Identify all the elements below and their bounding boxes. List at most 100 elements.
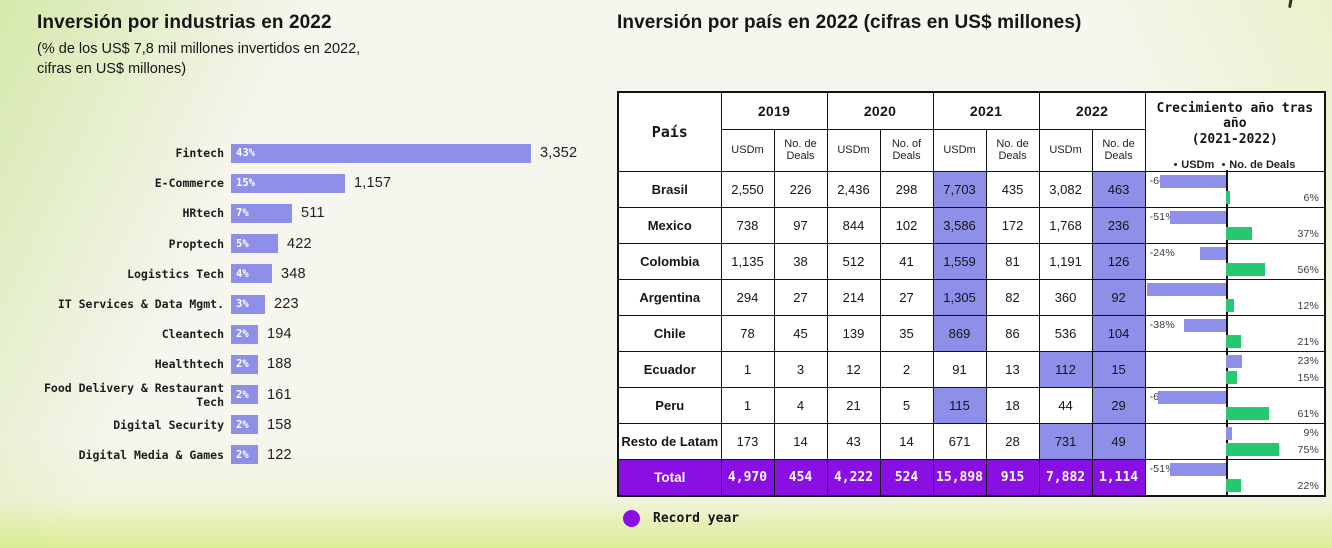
bar-row: E-Commerce 15% 1,157 (19, 168, 599, 198)
table-head: País 2019 2020 2021 2022 Crecimiento año tras… (617, 91, 1326, 173)
bar-category-label: IT Services & Data Mgmt. (57, 297, 224, 312)
growth-cell: -72%12% (1144, 278, 1326, 317)
col-subheader: No. de Deals (985, 128, 1040, 173)
growth-axis-line (1225, 386, 1228, 425)
value-cell: 14 (773, 423, 828, 460)
usdm-growth-bar (1146, 283, 1226, 296)
growth-column-header: Crecimiento año tras año (2021-2022) USDm N… (1144, 91, 1326, 172)
usdm-growth-bar (1225, 427, 1232, 440)
bar-row: HRtech 7% 511 (19, 198, 599, 228)
total-value-cell: 524 (879, 459, 934, 497)
growth-legend: USDm No. de Deals (1146, 159, 1325, 171)
table-row: Ecuador 1 3 12 2 91 13 112 15 23% 15% (617, 350, 1326, 389)
usdm-growth-label: 9% (1303, 427, 1320, 439)
bar-value-label: 158 (267, 416, 292, 433)
record-year-label: Record year (653, 511, 740, 526)
value-cell-record: 112 (1038, 351, 1093, 388)
total-value-cell: 4,222 (826, 459, 881, 497)
bar-percent-label: 2% (236, 448, 249, 461)
value-cell-record: 15 (1091, 351, 1146, 388)
bar: 15% (231, 173, 345, 193)
value-cell: 844 (826, 207, 881, 244)
growth-axis-line (1225, 314, 1228, 353)
table-row: Resto de Latam 173 14 43 14 671 28 731 49 9% 75% (617, 422, 1326, 461)
value-cell-record: 236 (1091, 207, 1146, 244)
bar-row: Logistics Tech 4% 348 (19, 259, 599, 289)
total-value-cell: 15,898 (932, 459, 987, 497)
bar-percent-label: 7% (236, 207, 249, 220)
value-cell: 14 (879, 423, 934, 460)
industry-bar-chart: Fintech 43% 3,352 E-Commerce 15% 1,157 HRtech 7… (19, 138, 599, 470)
country-cell: Chile (617, 315, 722, 352)
country-cell: Mexico (617, 207, 722, 244)
value-cell: 38 (773, 243, 828, 280)
legend-dot-icon (1174, 163, 1178, 166)
value-cell: 226 (773, 171, 828, 208)
usdm-growth-bar (1157, 391, 1226, 404)
industry-chart-section: Inversión por industrias en 2022 (% de l… (19, 12, 599, 465)
col-subheader: USDm (720, 128, 775, 173)
col-subheader: USDm (932, 128, 987, 173)
bar-percent-label: 43% (236, 147, 255, 160)
bar-percent-label: 2% (236, 358, 249, 371)
growth-cell: -51% 37% (1144, 206, 1326, 245)
country-cell: Peru (617, 387, 722, 424)
value-cell: 1,135 (720, 243, 775, 280)
value-cell-record: 463 (1091, 171, 1146, 208)
bar-category-label: Healthtech (154, 357, 224, 372)
bar-value-label: 348 (281, 265, 306, 282)
bar: 3% (231, 294, 265, 314)
growth-axis-line (1225, 242, 1228, 281)
usdm-growth-label: -51% (1149, 463, 1175, 475)
value-cell-record: 3,586 (932, 207, 987, 244)
value-cell-record: 29 (1091, 387, 1146, 424)
bar-category-label: E-Commerce (154, 176, 224, 191)
growth-cell: -51% 22% (1144, 458, 1326, 497)
usdm-growth-bar (1225, 355, 1242, 368)
deals-growth-label: 15% (1297, 372, 1320, 384)
growth-axis-line (1225, 278, 1228, 317)
record-year-legend: Record year (623, 510, 1332, 527)
deals-growth-label: 37% (1297, 228, 1320, 240)
table-body: Brasil2,5502262,4362987,7034353,082463-6… (617, 170, 1326, 497)
growth-cell-wrap: 23% 15% (1146, 350, 1325, 389)
value-cell: 18 (985, 387, 1040, 424)
country-table-title: Inversión por país en 2022 (cifras en US… (617, 12, 1082, 33)
bar-row: Cleantech 2% 194 (19, 319, 599, 349)
value-cell-record: 7,703 (932, 171, 987, 208)
table-row-total: Total 4,970 454 4,222 524 15,898 915 7,882 1,114… (617, 458, 1326, 497)
table-row: Colombia 1,135 38 512 41 1,559 81 1,191 126 -24% 5… (617, 242, 1326, 281)
record-year-dot-icon (623, 510, 640, 527)
growth-cell: -24% 56% (1144, 242, 1326, 281)
col-subheader: USDm (1038, 128, 1093, 173)
value-cell: 81 (985, 243, 1040, 280)
value-cell: 4 (773, 387, 828, 424)
growth-axis-line (1225, 206, 1228, 245)
value-cell-record: 92 (1091, 279, 1146, 316)
bar: 4% (231, 264, 272, 284)
bar-value-label: 122 (267, 446, 292, 463)
growth-cell-wrap: 9% 75% (1146, 422, 1325, 461)
usdm-growth-bar (1169, 463, 1226, 476)
value-cell: 172 (985, 207, 1040, 244)
growth-legend-item: No. de Deals (1222, 159, 1295, 171)
value-cell: 298 (879, 171, 934, 208)
value-cell: 5 (879, 387, 934, 424)
bar-value-label: 223 (274, 296, 299, 313)
value-cell: 12 (826, 351, 881, 388)
deals-growth-bar (1225, 227, 1252, 240)
col-subheader: No. de Deals (773, 128, 828, 173)
country-cell: Brasil (617, 171, 722, 208)
bar-row: Proptech 5% 422 (19, 229, 599, 259)
bar: 2% (231, 415, 258, 435)
bar: 43% (231, 143, 531, 163)
growth-cell-wrap: -51% 37% (1146, 206, 1325, 245)
deals-growth-bar (1225, 407, 1269, 420)
bar-percent-label: 15% (236, 177, 255, 190)
value-cell: 21 (826, 387, 881, 424)
value-cell: 512 (826, 243, 881, 280)
col-subheader: No. de Deals (1091, 128, 1146, 173)
total-value-cell: 1,114 (1091, 459, 1146, 497)
